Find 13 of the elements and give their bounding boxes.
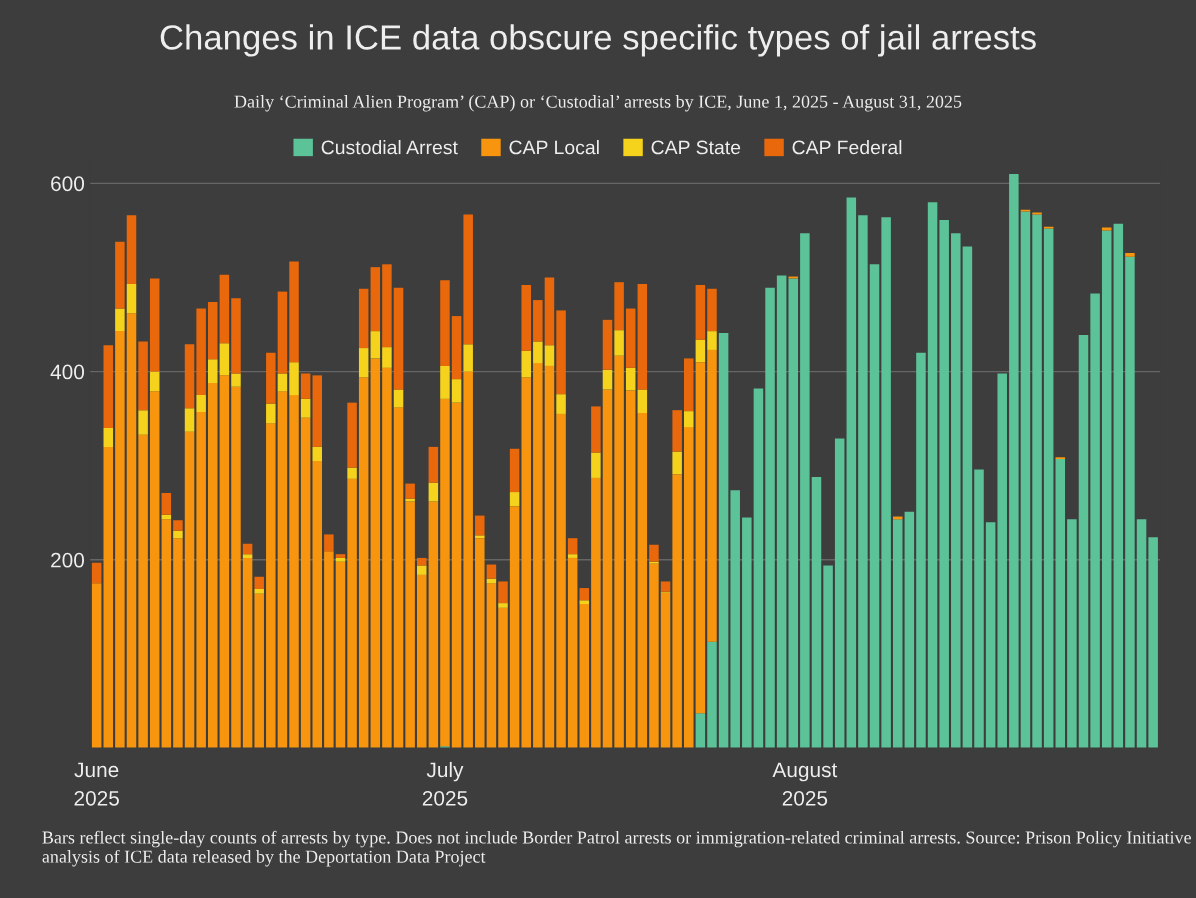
legend-label: Custodial Arrest	[321, 140, 458, 155]
legend-label: CAP Federal	[792, 140, 902, 155]
x-tick-label: July 2025	[422, 761, 468, 806]
y-tick-label: 200	[51, 552, 85, 568]
legend-label: CAP State	[651, 140, 741, 155]
chart-title: Changes in ICE data obscure specific types of jail arrests	[160, 24, 1036, 57]
y-tick-label: 600	[51, 176, 85, 192]
x-tick-label: August 2025	[772, 762, 838, 806]
text: Bars reflect single-day counts of arrests by type. Does not include Border Patrol arrests or immigration-related criminal arrests. Source: Prison Policy Initiative analysis of ICE data released by the Deportation Data Project	[42, 830, 1191, 867]
y-tick-label: 400	[50, 364, 85, 380]
x-tick-label: June 2025	[74, 762, 119, 806]
legend-label: CAP Local	[509, 140, 599, 155]
chart-subtitle: Daily ‘Criminal Alien Program’ (CAP) or ‘Custodial’ arrests by ICE, June 1, 2025 - August 31, 2025	[234, 95, 962, 112]
